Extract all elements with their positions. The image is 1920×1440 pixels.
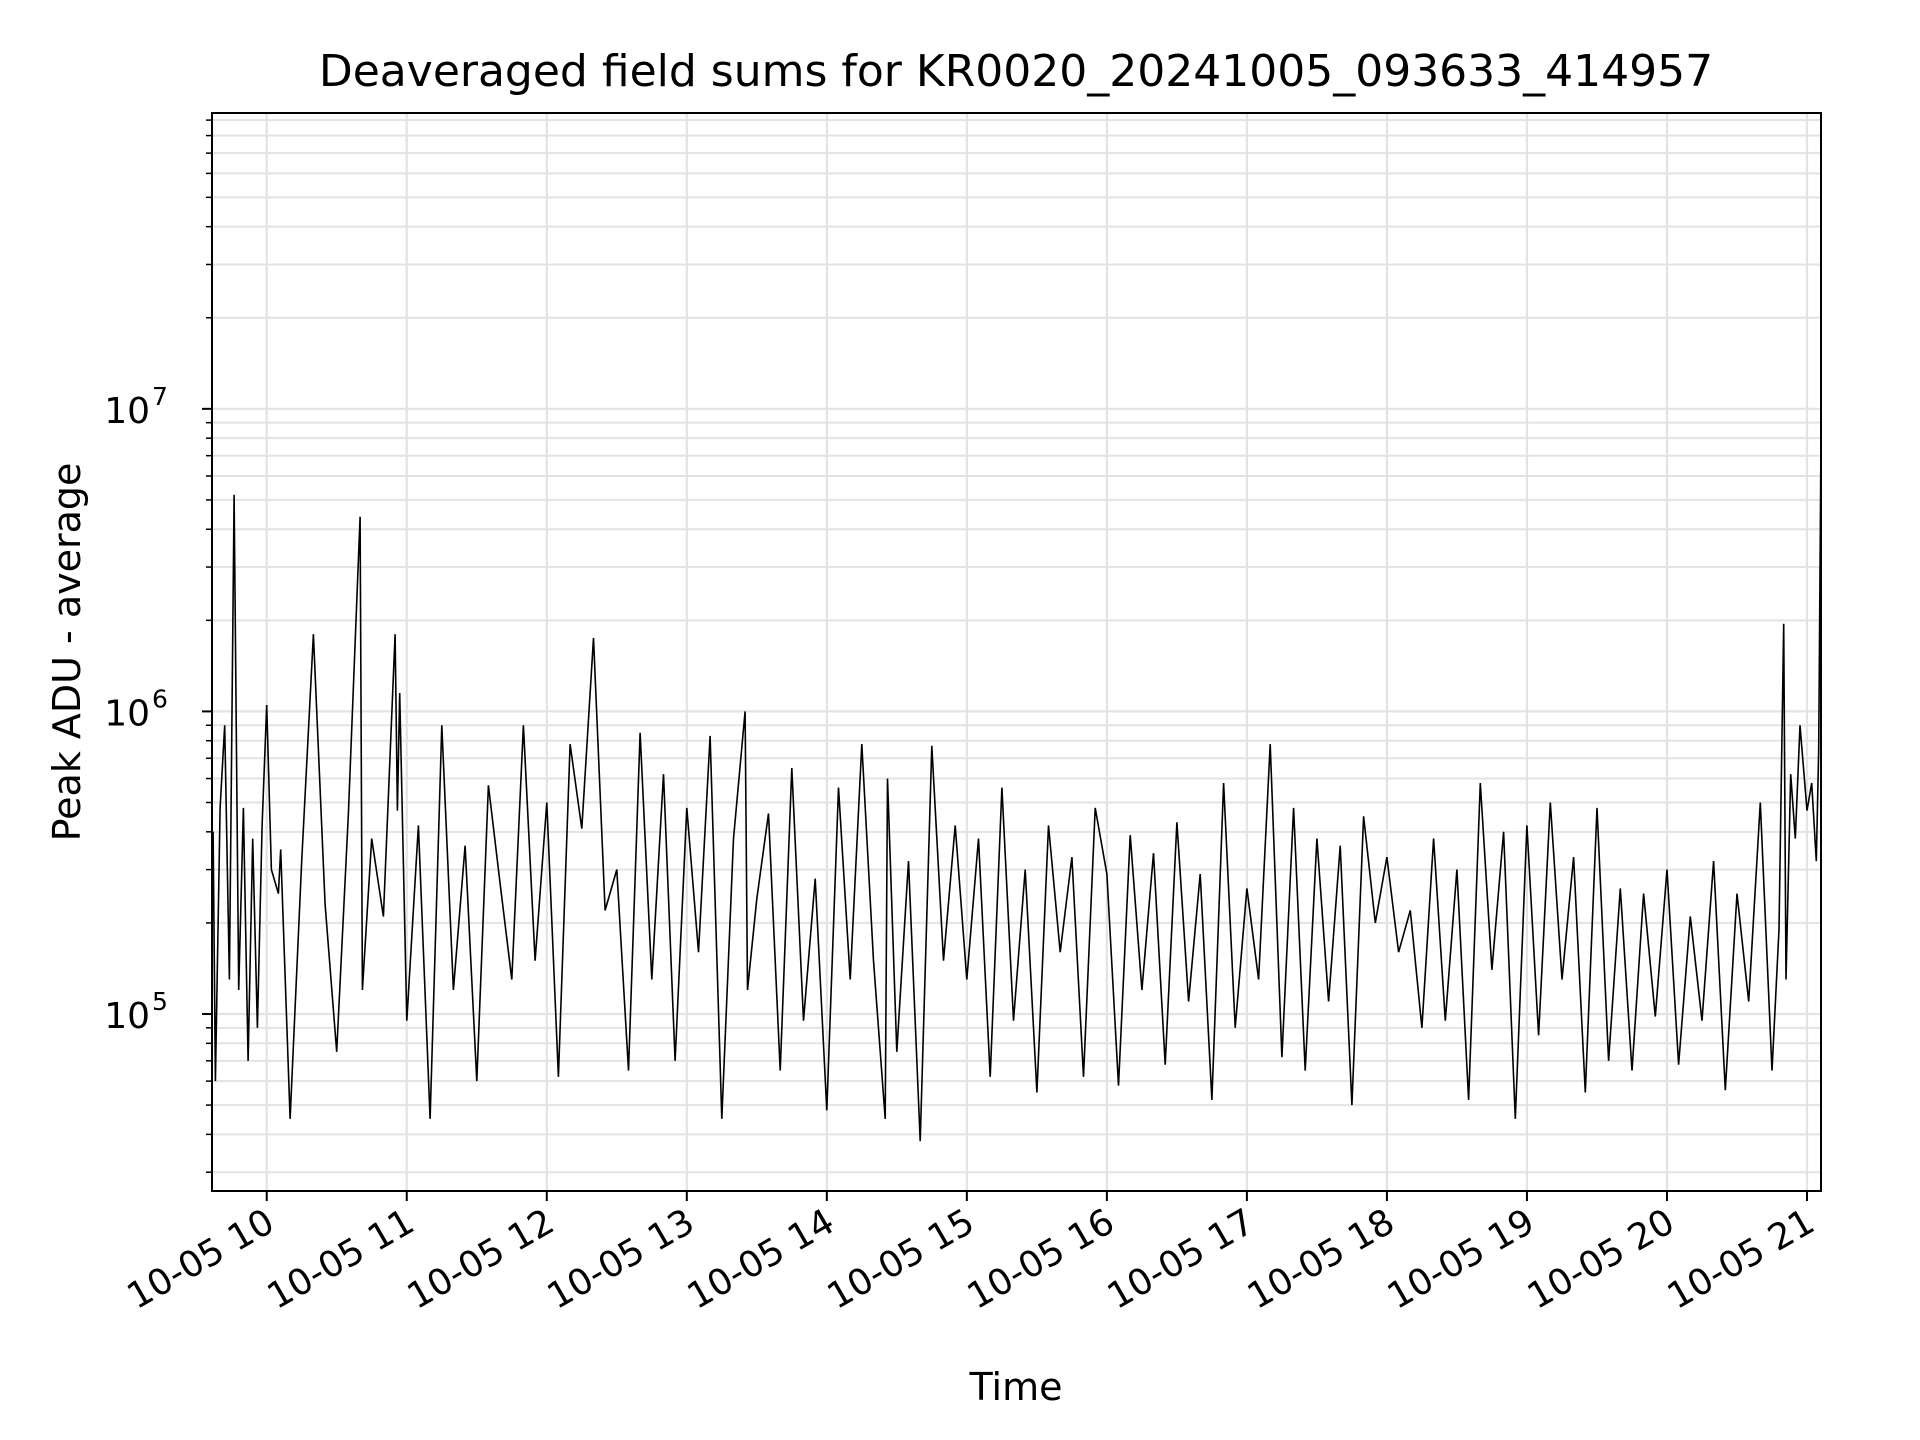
y-tick-label: 10 <box>104 996 150 1037</box>
y-tick-label: 10 <box>104 391 150 432</box>
plot-frame <box>211 112 1822 1192</box>
y-axis-label: Peak ADU - average <box>45 463 89 842</box>
y-tick-exponent: 6 <box>152 684 168 713</box>
y-tick-label: 10 <box>104 693 150 734</box>
y-tick-exponent: 5 <box>152 987 168 1016</box>
chart-title: Deaveraged field sums for KR0020_2024100… <box>319 46 1713 97</box>
data-trace <box>212 438 1822 1142</box>
x-axis-label: Time <box>969 1365 1063 1409</box>
y-tick-exponent: 7 <box>152 382 168 411</box>
series-line <box>212 438 1822 1142</box>
